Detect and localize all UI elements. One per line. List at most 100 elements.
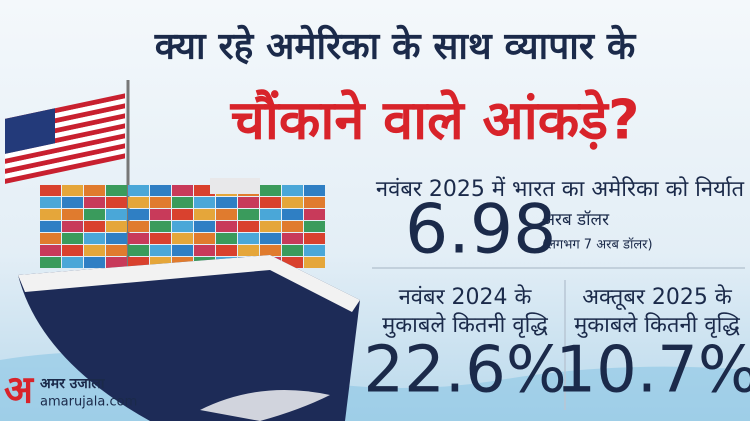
container (40, 209, 61, 220)
container (238, 209, 259, 220)
flag (5, 93, 125, 184)
container (238, 233, 259, 244)
container (282, 233, 303, 244)
container (150, 221, 171, 232)
hull-stripe (18, 255, 360, 312)
container (304, 245, 325, 256)
container (260, 233, 281, 244)
flag-stripe (5, 143, 125, 174)
export-value: 6.98 (405, 191, 556, 270)
title-line2: चौंकाने वाले आंकड़े? (230, 89, 640, 152)
container (128, 233, 149, 244)
container (40, 245, 61, 256)
logo-name: अमर उजाला (40, 376, 106, 392)
container (282, 221, 303, 232)
export-note: (लगभग 7 अरब डॉलर) (542, 237, 653, 253)
container (106, 221, 127, 232)
flag-stripe (5, 128, 125, 159)
container (84, 245, 105, 256)
container (84, 197, 105, 208)
wave (200, 390, 330, 421)
comparison-label: मुकाबले कितनी वृद्धि (382, 312, 548, 338)
flag-stripe (5, 138, 125, 169)
export-unit: अरब डॉलर (542, 210, 610, 230)
container (304, 197, 325, 208)
comparison-value: 22.6% (363, 334, 566, 408)
container (216, 221, 237, 232)
container (172, 209, 193, 220)
container (194, 197, 215, 208)
container (106, 209, 127, 220)
container (150, 209, 171, 220)
container (62, 257, 83, 268)
container (172, 197, 193, 208)
flag-canton (5, 108, 55, 154)
container (128, 245, 149, 256)
container (304, 257, 325, 268)
export-label: नवंबर 2025 में भारत का अमेरिका को निर्या… (376, 176, 745, 202)
container (84, 221, 105, 232)
container (304, 221, 325, 232)
containers (40, 185, 325, 268)
logo-site: amarujala.com (40, 395, 137, 410)
container (282, 197, 303, 208)
container (62, 221, 83, 232)
logo-mark: अ (4, 368, 35, 412)
container (150, 233, 171, 244)
comparison-label: नवंबर 2024 के (399, 284, 533, 310)
container (84, 209, 105, 220)
container (216, 209, 237, 220)
container (106, 185, 127, 196)
container (106, 257, 127, 268)
container (62, 197, 83, 208)
container (260, 221, 281, 232)
bridge (210, 178, 260, 194)
ship-hull (18, 255, 360, 421)
flag-stripe (5, 148, 125, 179)
container (304, 209, 325, 220)
comparison-label: अक्तूबर 2025 के (582, 284, 733, 311)
container (282, 257, 303, 268)
container (62, 185, 83, 196)
container (172, 233, 193, 244)
container (128, 209, 149, 220)
container (40, 221, 61, 232)
container (282, 209, 303, 220)
title-line1: क्या रहे अमेरिका के साथ व्यापार के (154, 25, 637, 68)
container (238, 197, 259, 208)
container (194, 245, 215, 256)
container (260, 245, 281, 256)
container (128, 185, 149, 196)
container (150, 185, 171, 196)
flag-stripe (5, 153, 125, 184)
flag-stripe (5, 133, 125, 164)
container (260, 185, 281, 196)
container (304, 233, 325, 244)
container (260, 197, 281, 208)
comparison-label: मुकाबले कितनी वृद्धि (574, 312, 740, 338)
container (216, 197, 237, 208)
container (194, 221, 215, 232)
container (150, 257, 171, 268)
container (150, 197, 171, 208)
container (40, 197, 61, 208)
container (128, 221, 149, 232)
container (40, 185, 61, 196)
container (216, 233, 237, 244)
container (172, 185, 193, 196)
container (238, 221, 259, 232)
container (282, 245, 303, 256)
container (260, 209, 281, 220)
container (40, 257, 61, 268)
container (106, 197, 127, 208)
container (238, 245, 259, 256)
container (304, 185, 325, 196)
container (84, 185, 105, 196)
container (84, 257, 105, 268)
container (106, 233, 127, 244)
container (216, 245, 237, 256)
comparison-value: 10.7% (555, 334, 750, 408)
container (40, 233, 61, 244)
container (282, 185, 303, 196)
container (172, 245, 193, 256)
